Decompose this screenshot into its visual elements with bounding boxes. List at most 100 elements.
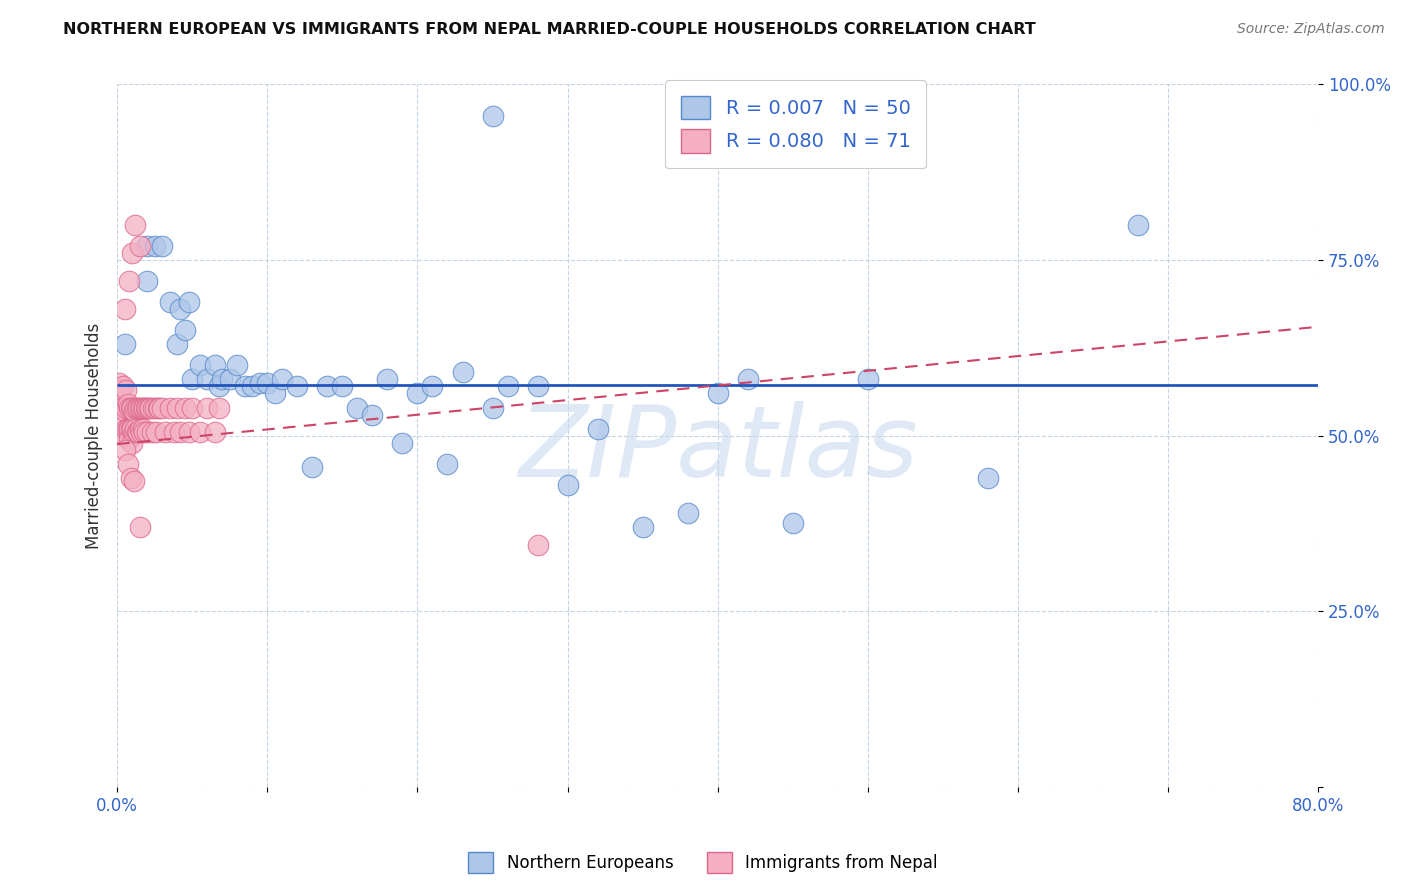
Point — [120, 401, 142, 415]
Point — [557, 478, 579, 492]
Point — [121, 246, 143, 260]
Point — [112, 379, 135, 393]
Point — [361, 408, 384, 422]
Point — [145, 425, 167, 439]
Point — [114, 442, 136, 457]
Point — [285, 379, 308, 393]
Point — [782, 516, 804, 531]
Point — [115, 383, 138, 397]
Point — [526, 537, 548, 551]
Point — [117, 457, 139, 471]
Point — [135, 401, 157, 415]
Point — [233, 379, 256, 393]
Point — [122, 475, 145, 489]
Point — [204, 359, 226, 373]
Point — [129, 401, 152, 415]
Point — [120, 422, 142, 436]
Point — [136, 425, 159, 439]
Point — [114, 302, 136, 317]
Point — [263, 386, 285, 401]
Point — [166, 337, 188, 351]
Point — [138, 401, 160, 415]
Point — [125, 425, 148, 439]
Point — [159, 401, 181, 415]
Point — [143, 239, 166, 253]
Point — [132, 401, 155, 415]
Point — [211, 372, 233, 386]
Point — [136, 401, 159, 415]
Point — [136, 239, 159, 253]
Point — [155, 425, 177, 439]
Point — [118, 274, 141, 288]
Point — [118, 401, 141, 415]
Point — [188, 425, 211, 439]
Point — [115, 401, 138, 415]
Point — [179, 295, 201, 310]
Point — [586, 422, 609, 436]
Point — [271, 372, 294, 386]
Point — [111, 401, 134, 415]
Point — [146, 401, 169, 415]
Point — [481, 401, 503, 415]
Point — [124, 422, 146, 436]
Point — [163, 425, 186, 439]
Point — [422, 379, 444, 393]
Point — [129, 425, 152, 439]
Point — [124, 218, 146, 232]
Point — [406, 386, 429, 401]
Point — [121, 422, 143, 436]
Point — [240, 379, 263, 393]
Point — [676, 506, 699, 520]
Point — [125, 401, 148, 415]
Point — [208, 379, 231, 393]
Point — [181, 372, 204, 386]
Point — [150, 401, 173, 415]
Text: ZIPatlas: ZIPatlas — [517, 401, 918, 499]
Point — [159, 295, 181, 310]
Point — [226, 359, 249, 373]
Point — [114, 428, 136, 442]
Point — [115, 422, 138, 436]
Point — [128, 239, 150, 253]
Point — [526, 379, 548, 393]
Point — [117, 397, 139, 411]
Point — [977, 471, 1000, 485]
Point — [132, 422, 155, 436]
Point — [118, 432, 141, 446]
Point — [114, 337, 136, 351]
Point — [142, 401, 165, 415]
Point — [150, 239, 173, 253]
Point — [256, 376, 278, 390]
Text: NORTHERN EUROPEAN VS IMMIGRANTS FROM NEPAL MARRIED-COUPLE HOUSEHOLDS CORRELATION: NORTHERN EUROPEAN VS IMMIGRANTS FROM NEP… — [63, 22, 1036, 37]
Point — [195, 401, 218, 415]
Point — [121, 401, 143, 415]
Point — [346, 401, 368, 415]
Legend: R = 0.007   N = 50, R = 0.080   N = 71: R = 0.007 N = 50, R = 0.080 N = 71 — [665, 80, 927, 169]
Point — [117, 422, 139, 436]
Point — [122, 404, 145, 418]
Point — [204, 425, 226, 439]
Legend: Northern Europeans, Immigrants from Nepal: Northern Europeans, Immigrants from Nepa… — [461, 846, 945, 880]
Point — [114, 404, 136, 418]
Point — [173, 401, 195, 415]
Point — [118, 422, 141, 436]
Point — [121, 435, 143, 450]
Point — [481, 109, 503, 123]
Point — [496, 379, 519, 393]
Point — [181, 401, 204, 415]
Point — [195, 372, 218, 386]
Point — [112, 415, 135, 429]
Point — [706, 386, 728, 401]
Point — [143, 401, 166, 415]
Point — [737, 372, 759, 386]
Point — [208, 401, 231, 415]
Point — [451, 366, 474, 380]
Point — [136, 274, 159, 288]
Point — [128, 422, 150, 436]
Point — [122, 425, 145, 439]
Point — [631, 520, 654, 534]
Point — [179, 425, 201, 439]
Point — [120, 471, 142, 485]
Point — [169, 302, 191, 317]
Point — [169, 425, 191, 439]
